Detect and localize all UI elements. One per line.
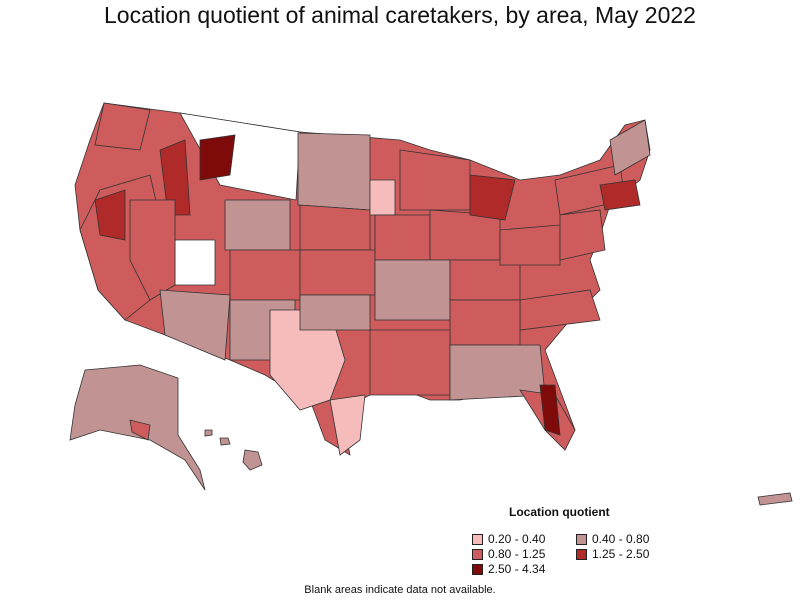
region-tennessee <box>449 299 521 346</box>
region-oklahoma <box>299 294 371 331</box>
legend-swatch-1 <box>472 533 483 545</box>
map-title: Location quotient of animal caretakers, … <box>104 2 696 28</box>
region-minnesota-south <box>369 179 396 216</box>
legend-item-4: 1.25 - 2.50 <box>576 547 649 561</box>
region-alaska-south <box>129 419 151 441</box>
region-hawaii-oahu <box>204 429 213 437</box>
region-western-montana <box>199 134 236 181</box>
legend-item-1: 0.20 - 0.40 <box>472 532 545 546</box>
region-maine <box>609 119 651 176</box>
region-northern-california <box>94 189 126 241</box>
legend-swatch-2 <box>576 533 587 545</box>
region-mid-atlantic <box>559 209 606 261</box>
legend-swatch-3 <box>472 548 483 560</box>
region-michigan-lower <box>469 174 516 221</box>
legend-swatch-5 <box>472 563 483 575</box>
footnote: Blank areas indicate data not available. <box>304 584 496 596</box>
region-nebraska <box>299 204 371 251</box>
region-south-texas <box>329 394 366 456</box>
region-arizona <box>159 289 231 361</box>
legend-title: Location quotient <box>509 505 610 519</box>
region-wisconsin-michigan <box>399 149 471 211</box>
region-ohio-wv <box>499 224 561 266</box>
region-wyoming <box>224 199 291 251</box>
legend-label-4: 1.25 - 2.50 <box>592 547 650 561</box>
legend-item-2: 0.40 - 0.80 <box>576 532 649 546</box>
region-utah-blank <box>174 239 216 286</box>
legend-item-3: 0.80 - 1.25 <box>472 547 545 561</box>
region-missouri-arkansas <box>374 259 451 321</box>
region-iowa <box>374 214 431 261</box>
region-idaho <box>159 139 191 216</box>
legend-swatch-4 <box>576 548 587 560</box>
region-colorado <box>229 249 301 301</box>
region-florida-west <box>539 384 561 436</box>
region-new-england <box>599 179 641 211</box>
legend-label-5: 2.50 - 4.34 <box>488 562 546 576</box>
region-dakotas <box>297 132 371 211</box>
region-hawaii-big-island <box>242 449 263 471</box>
region-hawaii-maui <box>219 437 231 446</box>
region-pacific-northwest <box>94 102 151 151</box>
region-louisiana-mississippi <box>369 329 451 396</box>
legend-label-3: 0.80 - 1.25 <box>488 547 546 561</box>
region-puerto-rico <box>757 492 793 506</box>
legend-label-2: 0.40 - 0.80 <box>592 532 650 546</box>
legend-label-1: 0.20 - 0.40 <box>488 532 546 546</box>
region-kentucky <box>449 259 521 301</box>
map-regions <box>69 102 793 506</box>
region-kansas <box>299 249 376 296</box>
legend-item-5: 2.50 - 4.34 <box>472 562 545 576</box>
